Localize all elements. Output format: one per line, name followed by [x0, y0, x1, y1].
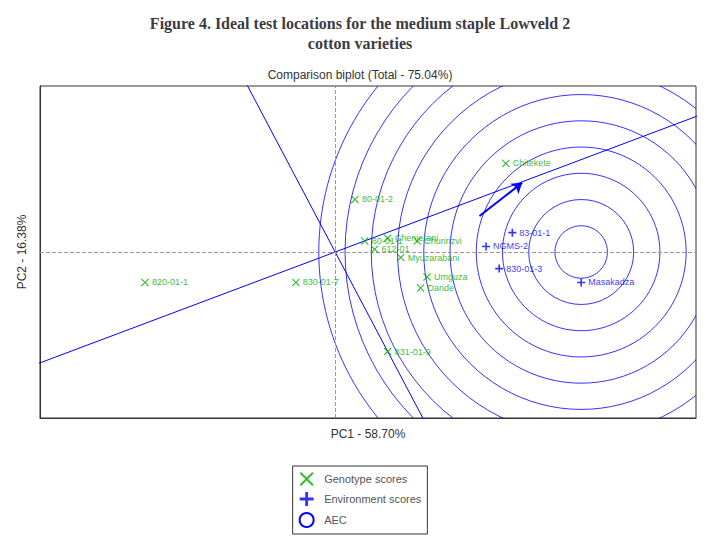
svg-text:Environment scores: Environment scores: [324, 493, 422, 505]
svg-text:cotton varieties: cotton varieties: [308, 35, 412, 52]
svg-text:Dande: Dande: [427, 283, 454, 293]
svg-text:830-01-3: 830-01-3: [506, 264, 542, 274]
svg-text:PC1 - 58.70%: PC1 - 58.70%: [331, 427, 406, 441]
svg-text:Churirizvi: Churirizvi: [424, 236, 462, 246]
svg-text:Myuzarabani: Myuzarabani: [408, 253, 460, 263]
svg-text:Genotype scores: Genotype scores: [324, 473, 408, 485]
svg-text:820-01-1: 820-01-1: [152, 277, 188, 287]
svg-text:Chitekete: Chitekete: [513, 158, 551, 168]
svg-text:AEC: AEC: [324, 514, 347, 526]
svg-text:83-01-1: 83-01-1: [519, 228, 550, 238]
svg-text:80-01-1: 80-01-1: [371, 235, 403, 246]
svg-text:Comparison biplot (Total - 75.: Comparison biplot (Total - 75.04%): [268, 68, 453, 82]
svg-text:830-01-7: 830-01-7: [303, 277, 339, 287]
svg-text:612-01: 612-01: [382, 244, 410, 254]
svg-text:Umguza: Umguza: [434, 272, 468, 282]
svg-text:Figure 4. Ideal test locations: Figure 4. Ideal test locations for the m…: [150, 15, 570, 33]
svg-text:80-01-2: 80-01-2: [362, 194, 393, 204]
svg-text:PC2 - 16.38%: PC2 - 16.38%: [15, 214, 29, 289]
svg-text:Masakadza: Masakadza: [588, 277, 634, 287]
svg-text:NGMS-2: NGMS-2: [493, 241, 528, 251]
svg-text:831-01-9: 831-01-9: [395, 347, 431, 357]
